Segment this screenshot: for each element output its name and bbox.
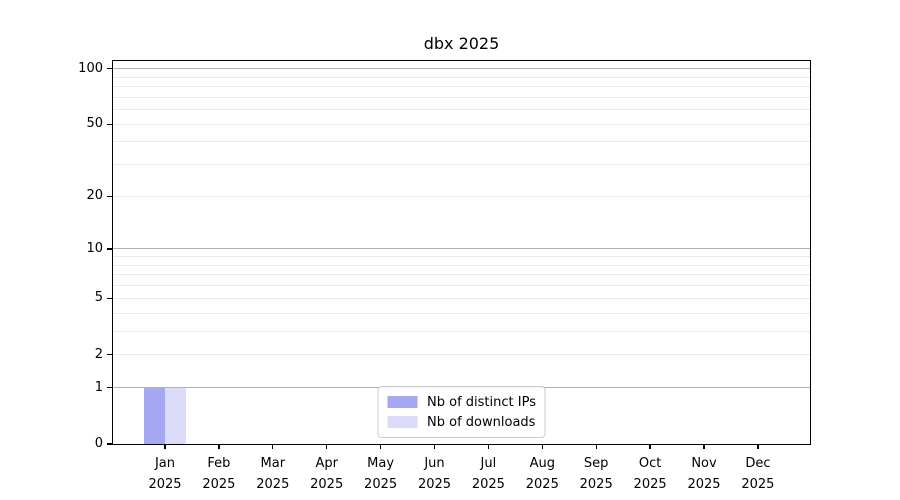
x-tick-mark <box>541 444 543 449</box>
major-gridline <box>113 248 810 250</box>
y-tick-mark <box>107 68 113 70</box>
y-tick-label: 100 <box>78 60 103 76</box>
y-tick-label: 10 <box>86 240 103 256</box>
legend-item-nb-of-downloads: Nb of downloads <box>387 412 536 432</box>
x-tick-mark <box>379 444 382 449</box>
x-tick-label: Mar 2025 <box>256 456 290 492</box>
minor-gridline <box>113 264 810 266</box>
x-tick-label: Apr 2025 <box>310 456 344 492</box>
y-tick-label: 5 <box>94 290 103 306</box>
y-tick-mark <box>107 123 113 125</box>
x-tick-mark <box>272 444 274 449</box>
minor-gridline <box>113 312 810 314</box>
x-tick-label: Oct 2025 <box>633 456 667 492</box>
x-tick-mark <box>757 444 759 449</box>
minor-gridline <box>113 141 810 143</box>
x-tick-mark <box>164 444 166 449</box>
minor-gridline <box>113 164 810 166</box>
minor-gridline <box>113 285 810 287</box>
x-tick-mark <box>326 444 328 449</box>
x-tick-label: Sep 2025 <box>579 456 613 492</box>
chart-title: dbx 2025 <box>423 34 500 53</box>
legend-item-nb-of-distinct-ips: Nb of distinct IPs <box>387 392 536 412</box>
minor-gridline <box>113 96 810 98</box>
y-tick-mark <box>107 248 113 250</box>
y-tick-label: 2 <box>94 346 103 362</box>
x-tick-mark <box>433 444 436 449</box>
y-tick-mark <box>107 195 113 198</box>
legend-label: Nb of downloads <box>427 414 536 430</box>
x-tick-label: Feb 2025 <box>202 456 236 492</box>
x-tick-mark <box>595 444 597 449</box>
x-tick-label: Jun 2025 <box>417 456 452 492</box>
minor-gridline <box>113 109 810 111</box>
legend: Nb of distinct IPs Nb of downloads <box>377 386 546 438</box>
x-tick-label: Jan 2025 <box>148 456 182 492</box>
minor-gridline <box>113 256 810 258</box>
x-tick-mark <box>649 444 651 449</box>
y-tick-mark <box>107 386 113 389</box>
x-tick-mark <box>218 444 220 449</box>
legend-label: Nb of distinct IPs <box>427 394 536 410</box>
x-tick-label: May 2025 <box>364 456 398 492</box>
minor-gridline <box>113 274 810 276</box>
plot-area: 0 1 2 5 10 20 50 100 Jan 2025 Feb 2025 Mar 2025 Apr… <box>78 60 811 492</box>
y-tick-label: 50 <box>86 116 103 132</box>
legend-swatch-nb-of-distinct-ips <box>387 396 418 408</box>
minor-gridline <box>113 195 810 197</box>
minor-gridline <box>113 123 810 125</box>
bar-nb-of-downloads-jan <box>165 387 186 444</box>
x-tick-mark <box>487 444 490 449</box>
x-tick-mark <box>703 444 705 449</box>
x-tick-label: Dec 2025 <box>741 456 775 492</box>
minor-gridline <box>113 76 810 78</box>
y-tick-mark <box>107 443 113 445</box>
bar-nb-of-distinct-ips-jan <box>144 387 165 444</box>
y-tick-label: 1 <box>94 379 103 395</box>
y-tick-label: 20 <box>86 188 103 204</box>
minor-gridline <box>113 297 810 299</box>
x-tick-label: Jul 2025 <box>471 456 505 492</box>
legend-swatch-nb-of-downloads <box>387 416 418 428</box>
minor-gridline <box>113 354 810 356</box>
minor-gridline <box>113 86 810 88</box>
x-tick-label: Aug 2025 <box>525 456 559 492</box>
x-tick-label: Nov 2025 <box>687 456 721 492</box>
y-tick-label: 0 <box>94 436 103 451</box>
major-gridline <box>113 68 810 70</box>
y-tick-mark <box>107 354 113 356</box>
y-tick-mark <box>107 297 113 299</box>
minor-gridline <box>113 330 810 332</box>
